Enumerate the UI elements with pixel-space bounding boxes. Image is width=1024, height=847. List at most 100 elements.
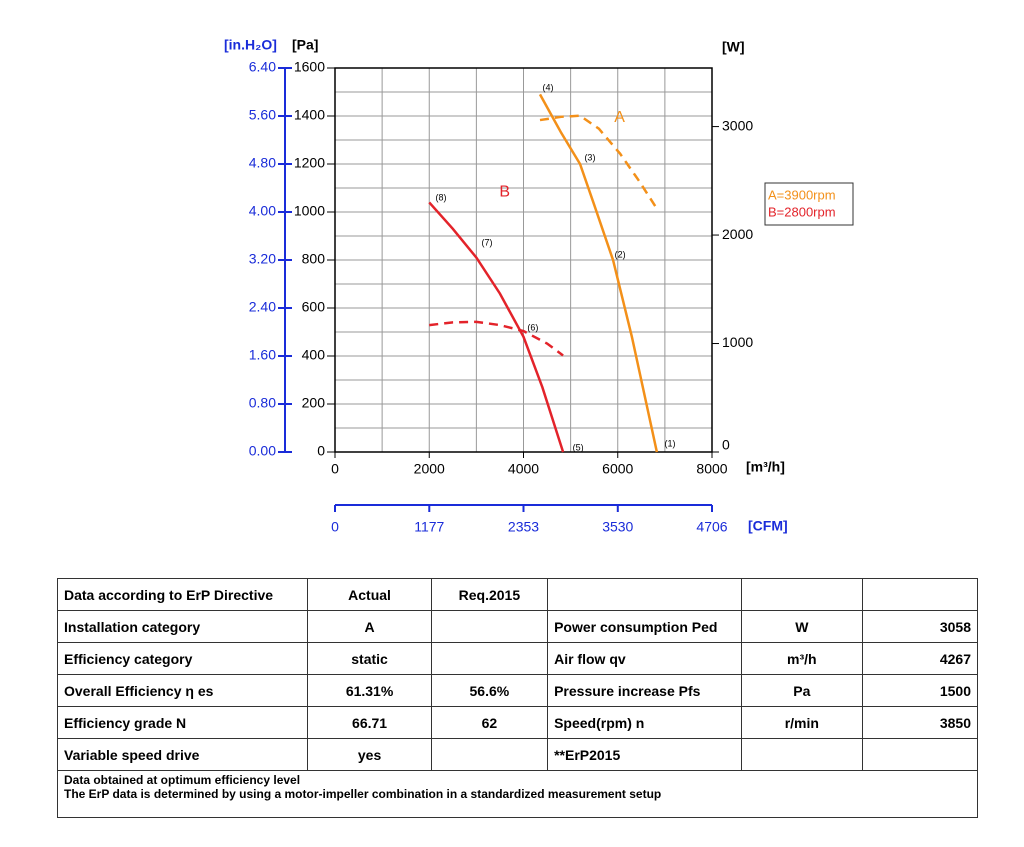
- legend-box: [764, 182, 854, 226]
- chart: [in.H₂O] [Pa] [W] [m³/h] [CFM] 0 2000 4000…: [224, 37, 854, 535]
- x-axis-label: [m³/h]: [746, 459, 785, 475]
- table-row: Efficiency category static Air flow qv m³/h…: [56, 642, 978, 675]
- legend-entry: B=2800rpm: [768, 204, 836, 219]
- table-cell: m³/h: [740, 642, 864, 675]
- x-tick-label: 2000: [414, 461, 445, 477]
- annotation: A: [614, 109, 625, 126]
- x-tick-label: 8000: [696, 461, 727, 477]
- annotation: B: [499, 183, 510, 200]
- y3-tick-label: 0.00: [249, 443, 276, 459]
- y2-tick-label: 1000: [722, 334, 753, 350]
- annotation: (4): [543, 82, 554, 92]
- table-cell: Speed(rpm) n: [547, 706, 742, 739]
- table-cell: Power consumption Ped: [547, 610, 742, 643]
- table-cell: [547, 578, 742, 611]
- table-cell: 61.31%: [307, 674, 432, 707]
- table-cell: 56.6%: [430, 674, 549, 707]
- footer-line: The ErP data is determined by using a mo…: [64, 787, 662, 801]
- table-cell: 1500: [862, 674, 978, 707]
- table-cell: Overall Efficiency η es: [56, 674, 309, 707]
- table-row: Efficiency grade N 66.71 62 Speed(rpm) n r/m…: [56, 706, 978, 739]
- table-cell: A: [307, 610, 432, 643]
- x-tick-label: 0: [331, 461, 339, 477]
- table-cell: W: [740, 610, 864, 643]
- series-line: [429, 320, 564, 357]
- y3-tick-label: 4.00: [249, 203, 276, 219]
- y3-tick-label: 6.40: [249, 59, 276, 75]
- footer-line: Data obtained at optimum efficiency leve…: [64, 773, 301, 787]
- y-axis-label: [Pa]: [292, 37, 318, 53]
- table-cell: Efficiency grade N: [56, 706, 309, 739]
- annotation: (6): [527, 322, 538, 332]
- table-cell: [740, 738, 864, 771]
- table-cell: 4267: [862, 642, 978, 675]
- legend-entry: A=3900rpm: [768, 187, 836, 202]
- y2-tick-label: 2000: [722, 226, 753, 242]
- y-tick-label: 800: [302, 251, 326, 267]
- table-cell: r/min: [740, 706, 864, 739]
- table-cell: [862, 578, 978, 611]
- table-cell: Req.2015: [430, 578, 549, 611]
- y3-tick-label: 3.20: [249, 251, 276, 267]
- y-tick-label: 400: [302, 347, 326, 363]
- erp-table: Data according to ErP Directive Actual Req…: [56, 578, 978, 818]
- table-row: Data according to ErP Directive Actual Req…: [56, 578, 978, 611]
- y3-tick-label: 2.40: [249, 299, 276, 315]
- table-cell: Efficiency category: [56, 642, 309, 675]
- series-line: [538, 93, 659, 453]
- x2-tick-label: 4706: [696, 519, 727, 535]
- table-cell: 3058: [862, 610, 978, 643]
- table-cell: [430, 738, 549, 771]
- table-row: Variable speed drive yes **ErP2015: [56, 738, 978, 771]
- y-tick-label: 1000: [294, 203, 325, 219]
- table-row: Data obtained at optimum efficiency leve…: [57, 770, 978, 818]
- table-cell: Installation category: [56, 610, 309, 643]
- plot-frame: [334, 67, 713, 453]
- table-cell: Data according to ErP Directive: [56, 578, 309, 611]
- series-line: [428, 201, 565, 453]
- x2-tick-label: 1177: [414, 519, 444, 535]
- table-cell: Actual: [307, 578, 432, 611]
- x-tick-label: 6000: [602, 461, 633, 477]
- series-line: [539, 114, 659, 211]
- table-cell: yes: [307, 738, 432, 771]
- x-tick-label: 4000: [508, 461, 539, 477]
- annotation: (1): [665, 438, 676, 448]
- table-cell: Variable speed drive: [56, 738, 309, 771]
- annotation: (2): [615, 250, 626, 260]
- table-row: Installation category A Power consumption …: [56, 610, 978, 643]
- y-tick-label: 1200: [294, 155, 325, 171]
- y3-axis-label: [in.H₂O]: [224, 37, 277, 53]
- annotation: (5): [573, 442, 584, 452]
- annotation: (8): [436, 192, 447, 202]
- x2-tick-label: 0: [331, 519, 339, 535]
- annotation: (7): [481, 237, 492, 247]
- y3-tick-label: 0.80: [249, 395, 276, 411]
- y-tick-label: 200: [302, 395, 326, 411]
- table-cell: 66.71: [307, 706, 432, 739]
- y-tick-label: 0: [317, 443, 325, 459]
- x2-tick-label: 2353: [508, 519, 539, 535]
- y3-tick-label: 5.60: [249, 107, 276, 123]
- x2-axis-label: [CFM]: [748, 518, 788, 534]
- table-cell: [862, 738, 978, 771]
- y3-tick-label: 1.60: [249, 347, 276, 363]
- annotation: (3): [584, 152, 595, 162]
- table-cell: Pa: [740, 674, 864, 707]
- table-cell: [430, 610, 549, 643]
- table-cell: [740, 578, 864, 611]
- y2-tick-label: 3000: [722, 117, 753, 133]
- y2-axis-label: [W]: [722, 39, 745, 55]
- y-tick-label: 600: [302, 299, 326, 315]
- table-cell: static: [307, 642, 432, 675]
- table-cell: Pressure increase Pfs: [547, 674, 742, 707]
- x2-tick-label: 3530: [602, 519, 633, 535]
- table-cell: Air flow qv: [547, 642, 742, 675]
- y-tick-label: 1400: [294, 107, 325, 123]
- table-cell: 3850: [862, 706, 978, 739]
- y-tick-label: 1600: [294, 59, 325, 75]
- table-cell: **ErP2015: [547, 738, 742, 771]
- table-cell: [430, 642, 549, 675]
- y3-tick-label: 4.80: [249, 155, 276, 171]
